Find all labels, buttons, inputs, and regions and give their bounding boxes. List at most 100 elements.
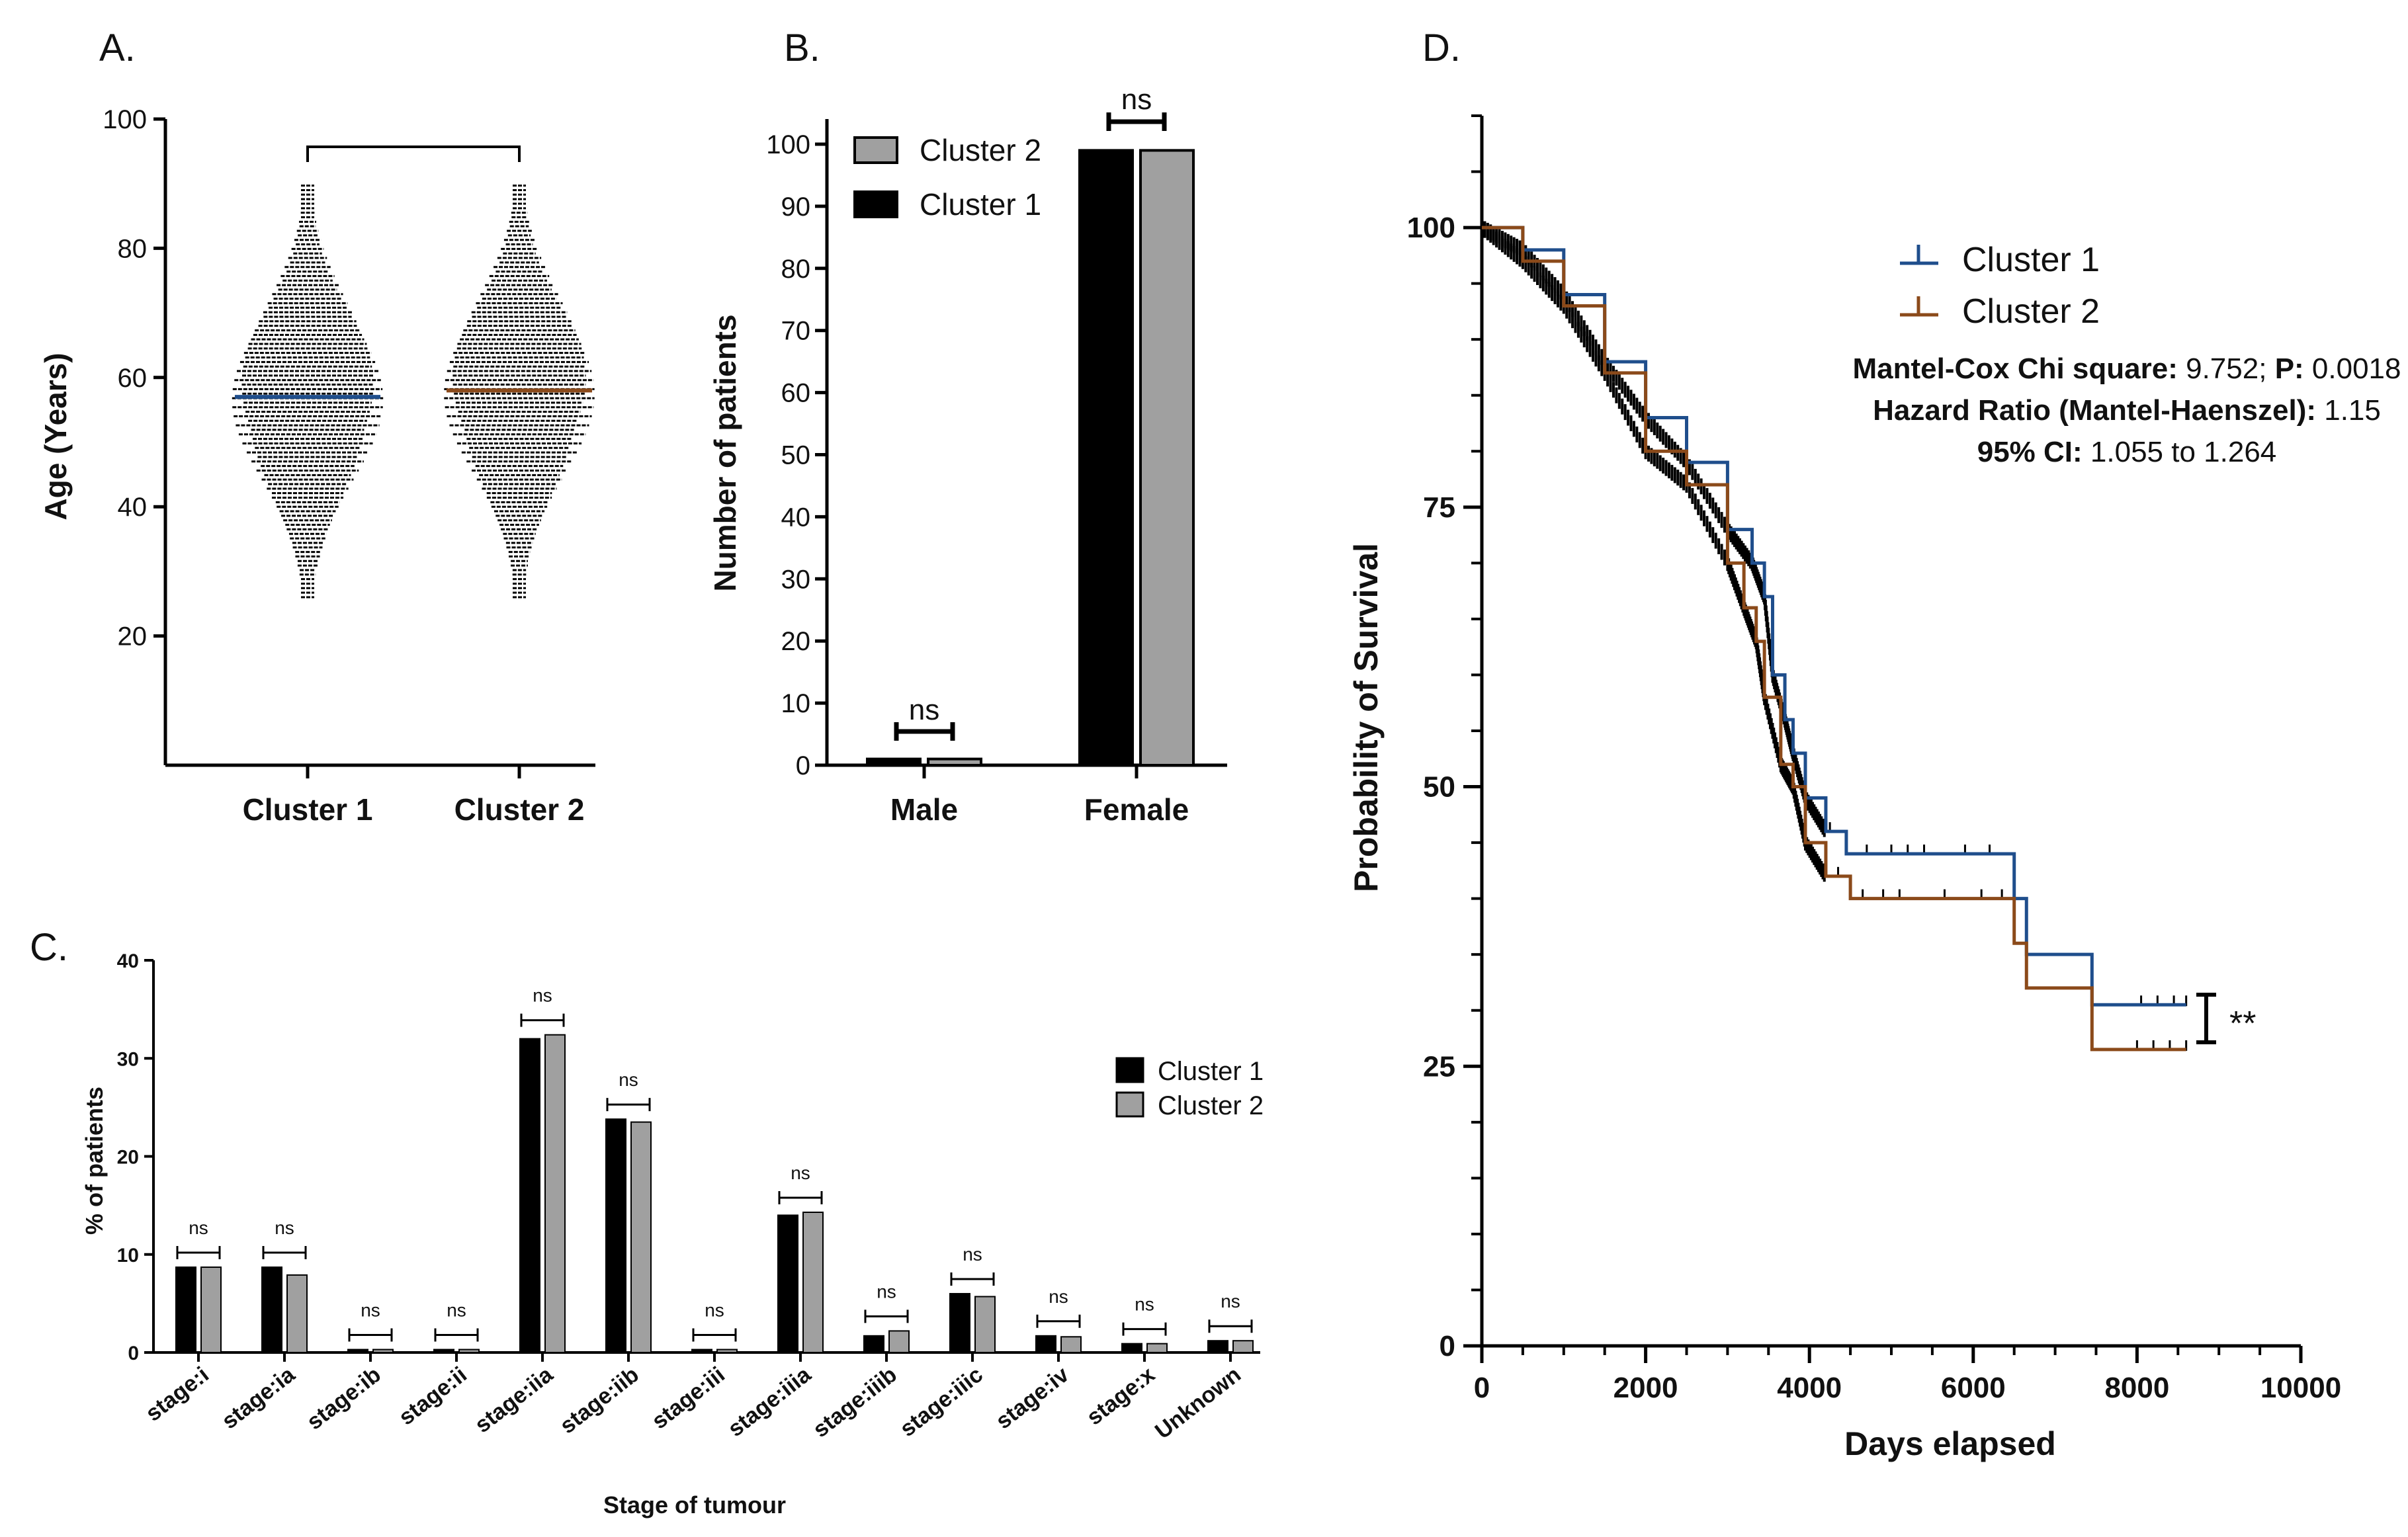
panel-d-y-ticks: 0 25 50 75 100 bbox=[1407, 114, 1482, 1362]
panel-d-legend-line-cluster-1 bbox=[1900, 245, 1938, 265]
panel-d-xtick-label: 4000 bbox=[1777, 1372, 1842, 1404]
panel-c-ns-bracket bbox=[520, 1013, 565, 1027]
panel-c-legend-swatch-cluster-1 bbox=[1115, 1057, 1144, 1083]
panel-c-bar bbox=[863, 1335, 884, 1353]
panel-d-p-label: P: bbox=[2275, 353, 2304, 385]
panel-b-legend-label-cluster-2: Cluster 2 bbox=[920, 133, 1041, 167]
panel-c-legend-label-cluster-1: Cluster 1 bbox=[1158, 1057, 1264, 1086]
panel-b-male-bracket bbox=[894, 722, 955, 741]
panel-d-survival-curves bbox=[1481, 220, 2188, 1052]
panel-c-ns-bracket bbox=[176, 1246, 221, 1260]
panel-c-bar bbox=[372, 1349, 394, 1353]
panel-d-censor-marks bbox=[1481, 220, 2188, 1051]
panel-b-female-bracket bbox=[1106, 112, 1167, 131]
panel-c-category-label: stage:iiia bbox=[723, 1362, 816, 1442]
panel-c-ns-bracket bbox=[692, 1328, 737, 1342]
panel-c-bar bbox=[544, 1034, 566, 1354]
panel-b-female-ns-label: ns bbox=[1121, 83, 1152, 116]
panel-b-ytick-label: 0 bbox=[796, 751, 810, 780]
panel-c: C. % of patients Stage of tumour 0 10 20 30… bbox=[30, 926, 1264, 1518]
panel-d-legend-label-cluster-1: Cluster 1 bbox=[1962, 241, 2100, 279]
panel-c-ns-brackets: ns ns ns ns ns ns ns ns ns ns ns ns ns bbox=[176, 985, 1253, 1342]
panel-c-bar bbox=[949, 1293, 970, 1354]
panel-a-category-cluster-2: Cluster 2 bbox=[454, 792, 585, 827]
panel-b-ytick-label: 100 bbox=[766, 130, 810, 159]
panel-d: D. Probability of Survival Days elapsed … bbox=[1348, 26, 2401, 1462]
panel-b-bar bbox=[1139, 149, 1195, 767]
panel-c-ns-label: ns bbox=[877, 1281, 896, 1302]
panel-a-letter: A. bbox=[99, 26, 136, 69]
panel-c-bar bbox=[347, 1349, 368, 1353]
panel-d-significance-bracket bbox=[2196, 993, 2216, 1044]
panel-c-category-label: stage:iv bbox=[991, 1362, 1074, 1434]
panel-a-ytick-label: 80 bbox=[118, 234, 148, 263]
panel-c-category-label: Unknown bbox=[1150, 1362, 1246, 1444]
panel-d-significance-label: ** bbox=[2229, 1005, 2256, 1043]
panel-c-ns-label: ns bbox=[361, 1300, 380, 1321]
panel-c-category-label: stage:ii bbox=[394, 1362, 472, 1430]
panel-c-bar bbox=[433, 1349, 454, 1353]
panel-c-bar bbox=[777, 1214, 798, 1353]
panel-a-ytick-label: 60 bbox=[118, 364, 148, 393]
panel-a-ytick-label: 100 bbox=[103, 105, 147, 134]
panel-a-ylabel: Age (Years) bbox=[38, 353, 73, 520]
panel-c-bar bbox=[200, 1267, 222, 1353]
panel-b-ytick-label: 70 bbox=[781, 317, 811, 346]
panel-d-stat-hazard-ratio: Hazard Ratio (Mantel-Haenszel): 1.15 bbox=[1873, 394, 2381, 427]
panel-c-bar bbox=[1207, 1340, 1228, 1353]
panel-b-male-ns-label: ns bbox=[909, 694, 939, 726]
panel-b-bar bbox=[927, 757, 982, 767]
panel-d-ytick-label: 25 bbox=[1423, 1050, 1455, 1083]
panel-c-ns-label: ns bbox=[1049, 1286, 1068, 1307]
panel-c-bar bbox=[691, 1349, 712, 1353]
panel-c-bar bbox=[1121, 1343, 1142, 1353]
panel-d-x-ticks: 0 2000 4000 6000 8000 10000 bbox=[1474, 1346, 2341, 1404]
panel-a-dot-columns bbox=[232, 185, 595, 599]
panel-c-ytick-label: 10 bbox=[117, 1245, 139, 1267]
panel-c-ns-label: ns bbox=[705, 1300, 724, 1321]
panel-b-category-male: Male bbox=[890, 792, 958, 827]
panel-c-bar bbox=[261, 1267, 282, 1353]
panel-b-ytick-label: 30 bbox=[781, 565, 811, 594]
panel-c-category-label: stage:x bbox=[1082, 1362, 1160, 1430]
panel-b-ylabel: Number of patients bbox=[708, 314, 742, 591]
panel-c-ytick-label: 20 bbox=[117, 1147, 139, 1169]
panel-d-ylabel: Probability of Survival bbox=[1348, 543, 1385, 892]
panel-c-ns-bracket bbox=[1122, 1322, 1167, 1336]
panel-c-ns-bracket bbox=[1036, 1314, 1081, 1328]
panel-c-ns-bracket bbox=[606, 1098, 651, 1112]
panel-c-xlabel: Stage of tumour bbox=[603, 1491, 786, 1518]
panel-c-category-label: stage:iii bbox=[647, 1362, 730, 1434]
panel-c-ns-label: ns bbox=[963, 1244, 982, 1265]
panel-c-ytick-label: 30 bbox=[117, 1048, 139, 1070]
panel-c-ns-label: ns bbox=[1221, 1291, 1240, 1311]
panel-c-bar bbox=[605, 1118, 626, 1354]
panel-d-ytick-label: 75 bbox=[1423, 491, 1455, 524]
panel-c-category-labels: stage:i stage:ia stage:ib stage:iistage:iia… bbox=[141, 1352, 1246, 1444]
panel-a-comparison-bracket bbox=[306, 145, 521, 162]
panel-c-ytick-label: 40 bbox=[117, 950, 139, 972]
panel-c-category-label: stage:i bbox=[141, 1362, 214, 1426]
panel-c-ns-bracket bbox=[348, 1328, 393, 1342]
panel-c-ns-bracket bbox=[950, 1272, 995, 1286]
panel-b-y-ticks: 0 10 20 30 40 50 60 70 80 90 100 bbox=[766, 130, 827, 780]
panel-b-legend-swatch-cluster-2 bbox=[853, 136, 898, 164]
panel-b-legend-label-cluster-1: Cluster 1 bbox=[920, 187, 1041, 222]
panel-b-ytick-label: 50 bbox=[781, 441, 811, 470]
panel-c-y-ticks: 0 10 20 30 40 bbox=[117, 950, 153, 1364]
panel-c-ns-label: ns bbox=[447, 1300, 466, 1321]
panel-c-ns-bracket bbox=[778, 1191, 823, 1204]
panel-c-category-label: stage:iib bbox=[555, 1362, 644, 1438]
panel-d-legend-label-cluster-2: Cluster 2 bbox=[1962, 292, 2100, 331]
panel-a-ytick-label: 40 bbox=[118, 493, 148, 522]
panel-b-ytick-label: 90 bbox=[781, 192, 811, 222]
panel-b-ytick-label: 80 bbox=[781, 255, 811, 284]
panel-c-category-label: stage:iiib bbox=[808, 1362, 902, 1442]
panel-c-ns-bracket bbox=[434, 1328, 479, 1342]
panel-c-bar bbox=[716, 1349, 738, 1353]
panel-d-letter: D. bbox=[1422, 26, 1461, 69]
panel-c-bar bbox=[1035, 1335, 1056, 1353]
panel-c-ns-label: ns bbox=[533, 985, 552, 1006]
panel-d-ytick-label: 0 bbox=[1440, 1330, 1455, 1362]
panel-c-category-label: stage:iiic bbox=[895, 1362, 988, 1442]
